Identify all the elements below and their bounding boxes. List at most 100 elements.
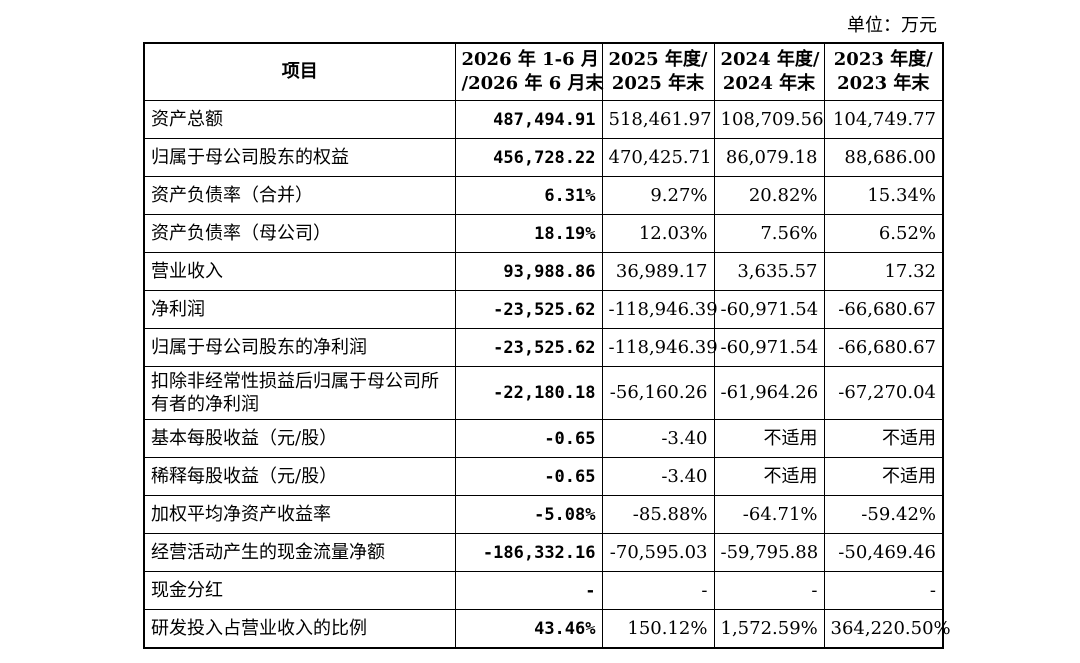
cell-value: 6.52% [823, 214, 944, 253]
cell-value: -61,964.26 [713, 366, 825, 420]
table-row: 扣除非经常性损益后归属于母公司所有者的净利润 -22,180.18 -56,160.… [143, 366, 944, 420]
table-row: 营业收入 93,988.86 36,989.17 3,635.57 17.32 [143, 252, 944, 291]
table-row: 资产负债率（合并） 6.31% 9.27% 20.82% 15.34% [143, 176, 944, 215]
cell-value: -5.08% [454, 495, 603, 534]
row-label: 加权平均净资产收益率 [143, 495, 456, 534]
cell-value: 104,749.77 [823, 100, 944, 139]
header-col-line1: 2025 年度/ [608, 49, 708, 70]
cell-value: - [454, 571, 603, 610]
cell-value: -59.42% [823, 495, 944, 534]
unit-label: 单位：万元 [847, 15, 937, 36]
cell-value: 7.56% [713, 214, 825, 253]
table-row: 基本每股收益（元/股） -0.65 -3.40 不适用 不适用 [143, 419, 944, 458]
table-row: 净利润 -23,525.62 -118,946.39 -60,971.54 -66,68… [143, 290, 944, 329]
cell-value: 1,572.59% [713, 609, 825, 649]
cell-value: 36,989.17 [601, 252, 715, 291]
row-label: 研发投入占营业收入的比例 [143, 609, 456, 649]
cell-value: -186,332.16 [454, 533, 603, 572]
cell-value: 518,461.97 [601, 100, 715, 139]
cell-value: -3.40 [601, 457, 715, 496]
cell-value: 150.12% [601, 609, 715, 649]
cell-value: -70,595.03 [601, 533, 715, 572]
cell-value: -60,971.54 [713, 328, 825, 367]
cell-value: -22,180.18 [454, 366, 603, 420]
row-label: 归属于母公司股东的净利润 [143, 328, 456, 367]
row-label: 扣除非经常性损益后归属于母公司所有者的净利润 [143, 366, 456, 420]
cell-value: -67,270.04 [823, 366, 944, 420]
cell-value: -56,160.26 [601, 366, 715, 420]
cell-value: 108,709.56 [713, 100, 825, 139]
cell-value: 470,425.71 [601, 138, 715, 177]
cell-value: -23,525.62 [454, 328, 603, 367]
cell-value: - [601, 571, 715, 610]
cell-value: 不适用 [823, 457, 944, 496]
cell-value: -3.40 [601, 419, 715, 458]
row-label: 基本每股收益（元/股） [143, 419, 456, 458]
row-label: 资产总额 [143, 100, 456, 139]
table-row: 稀释每股收益（元/股） -0.65 -3.40 不适用 不适用 [143, 457, 944, 496]
cell-value: 不适用 [823, 419, 944, 458]
table-row: 资产负债率（母公司） 18.19% 12.03% 7.56% 6.52% [143, 214, 944, 253]
cell-value: 93,988.86 [454, 252, 603, 291]
cell-value: 20.82% [713, 176, 825, 215]
table-row: 资产总额 487,494.91 518,461.97 108,709.56 104,74… [143, 100, 944, 139]
cell-value: -59,795.88 [713, 533, 825, 572]
header-col-line2: 2024 年末 [722, 73, 816, 94]
cell-value: -64.71% [713, 495, 825, 534]
row-label: 资产负债率（合并） [143, 176, 456, 215]
table-row: 研发投入占营业收入的比例 43.46% 150.12% 1,572.59% 364,22… [143, 609, 951, 649]
cell-value: -23,525.62 [454, 290, 603, 329]
cell-value: -50,469.46 [823, 533, 944, 572]
header-col-line1: 2024 年度/ [720, 49, 820, 70]
cell-value: 6.31% [454, 176, 603, 215]
header-col-2024: 2024 年度/ 2024 年末 [713, 42, 825, 101]
cell-value: -66,680.67 [823, 328, 944, 367]
header-col-2025: 2025 年度/ 2025 年末 [601, 42, 715, 101]
cell-value: 不适用 [713, 419, 825, 458]
cell-value: 15.34% [823, 176, 944, 215]
header-col-2026: 2026 年 1-6 月 /2026 年 6 月末 [454, 42, 604, 101]
cell-value: -0.65 [454, 457, 603, 496]
cell-value: 86,079.18 [713, 138, 825, 177]
cell-value: -118,946.39 [601, 328, 718, 367]
cell-value: -118,946.39 [601, 290, 718, 329]
header-col-line2: 2025 年末 [611, 73, 705, 94]
row-label: 净利润 [143, 290, 456, 329]
row-label: 稀释每股收益（元/股） [143, 457, 456, 496]
cell-value: -0.65 [454, 419, 603, 458]
cell-value: - [823, 571, 944, 610]
cell-value: 3,635.57 [713, 252, 825, 291]
header-col-line2: 2023 年末 [837, 73, 930, 94]
table-row: 现金分红 - - - - [143, 571, 944, 610]
cell-value: -66,680.67 [823, 290, 944, 329]
header-col-line1: 2023 年度/ [833, 49, 933, 70]
cell-value: 456,728.22 [454, 138, 603, 177]
table-row: 归属于母公司股东的净利润 -23,525.62 -118,946.39 -60,971… [143, 328, 944, 367]
cell-value: 18.19% [454, 214, 603, 253]
cell-value: 不适用 [713, 457, 825, 496]
header-col-line1: 2026 年 1-6 月 [461, 49, 599, 70]
cell-value: 43.46% [454, 609, 603, 649]
financial-table: 项目 2026 年 1-6 月 /2026 年 6 月末 2025 年度/ 20… [143, 42, 951, 649]
cell-value: -60,971.54 [713, 290, 825, 329]
cell-value: 9.27% [601, 176, 715, 215]
header-col-line2: /2026 年 6 月末 [461, 73, 604, 94]
table-row: 归属于母公司股东的权益 456,728.22 470,425.71 86,079.18… [143, 138, 944, 177]
cell-value: 364,220.50% [823, 609, 951, 649]
cell-value: 487,494.91 [454, 100, 603, 139]
row-label: 资产负债率（母公司） [143, 214, 456, 253]
row-label: 归属于母公司股东的权益 [143, 138, 456, 177]
cell-value: 12.03% [601, 214, 715, 253]
header-row: 项目 2026 年 1-6 月 /2026 年 6 月末 2025 年度/ 20… [143, 42, 944, 101]
row-label: 经营活动产生的现金流量净额 [143, 533, 456, 572]
table-row: 加权平均净资产收益率 -5.08% -85.88% -64.71% -59.42% [143, 495, 944, 534]
cell-value: 88,686.00 [823, 138, 944, 177]
header-item: 项目 [143, 42, 456, 101]
cell-value: - [713, 571, 825, 610]
row-label: 现金分红 [143, 571, 456, 610]
row-label: 营业收入 [143, 252, 456, 291]
cell-value: 17.32 [823, 252, 944, 291]
table-row: 经营活动产生的现金流量净额 -186,332.16 -70,595.03 -59,79… [143, 533, 944, 572]
header-col-2023: 2023 年度/ 2023 年末 [823, 42, 944, 101]
cell-value: -85.88% [601, 495, 715, 534]
